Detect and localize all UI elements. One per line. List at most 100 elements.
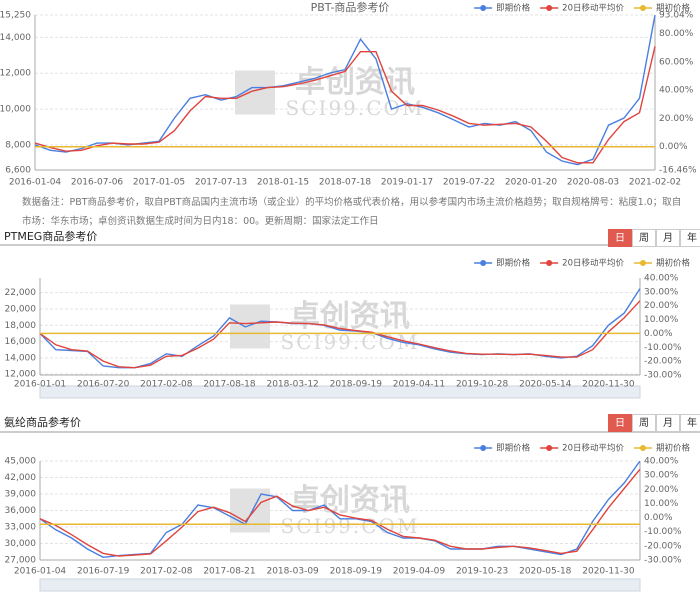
y2-tick-label: 40.00% bbox=[659, 86, 694, 96]
x-tick-label: 2019-07-22 bbox=[443, 178, 495, 188]
legend-icon bbox=[546, 260, 553, 266]
x-tick-label: 2017-07-13 bbox=[195, 178, 247, 188]
y-tick-label: 42,000 bbox=[5, 473, 37, 483]
x-tick-label: 2018-09-19 bbox=[330, 380, 383, 390]
legend-icon bbox=[480, 445, 487, 451]
scrollbar[interactable] bbox=[39, 385, 641, 399]
legend-icon bbox=[546, 5, 553, 11]
y2-tick-label: 30.00% bbox=[644, 471, 679, 481]
x-tick-label: 2019-01-17 bbox=[381, 178, 433, 188]
x-tick-label: 2018-01-15 bbox=[257, 178, 309, 188]
period-button[interactable]: 年 bbox=[680, 414, 700, 432]
period-button[interactable]: 月 bbox=[656, 414, 680, 432]
legend-icon bbox=[546, 445, 553, 451]
legend-label: 20日移动平均价 bbox=[562, 258, 624, 269]
legend-icon bbox=[639, 445, 646, 451]
x-tick-label: 2020-11-30 bbox=[582, 567, 635, 577]
legend-label: 期初价格 bbox=[656, 3, 691, 14]
x-tick-label: 2017-01-05 bbox=[133, 178, 185, 188]
y-tick-label: 14,000 bbox=[5, 353, 37, 363]
x-tick-label: 2018-07-18 bbox=[319, 178, 372, 188]
y-tick-label: 8,000 bbox=[5, 140, 31, 150]
legend-label: 20日移动平均价 bbox=[562, 3, 624, 14]
x-tick-label: 2017-08-21 bbox=[203, 567, 255, 577]
x-tick-label: 2018-03-12 bbox=[266, 380, 318, 390]
y2-tick-label: 0.00% bbox=[644, 329, 673, 339]
period-button[interactable]: 周 bbox=[632, 229, 656, 247]
x-tick-label: 2019-10-28 bbox=[456, 380, 509, 390]
y2-tick-label: -20.00% bbox=[644, 357, 682, 367]
y2-tick-label: 30.00% bbox=[644, 287, 679, 297]
x-tick-label: 2016-01-04 bbox=[14, 567, 67, 577]
x-tick-label: 2019-04-09 bbox=[393, 567, 446, 577]
period-button[interactable]: 年 bbox=[680, 229, 700, 247]
y-tick-label: 12,000 bbox=[0, 69, 31, 79]
x-tick-label: 2021-02-02 bbox=[629, 178, 681, 188]
y2-tick-label: -30.00% bbox=[644, 556, 682, 566]
legend-label: 20日移动平均价 bbox=[562, 443, 624, 454]
y2-tick-label: 10.00% bbox=[644, 315, 679, 325]
y2-tick-label: -16.46% bbox=[659, 166, 697, 176]
legend-label: 即期价格 bbox=[496, 258, 531, 269]
series-line bbox=[39, 468, 641, 557]
x-tick-label: 2017-02-08 bbox=[140, 380, 193, 390]
period-button[interactable]: 日 bbox=[608, 229, 632, 247]
period-button[interactable]: 月 bbox=[656, 229, 680, 247]
watermark-logo bbox=[235, 70, 275, 115]
y-tick-label: 27,000 bbox=[5, 556, 37, 566]
watermark: 卓创资讯 bbox=[295, 65, 415, 100]
y-tick-label: 16,000 bbox=[5, 337, 37, 347]
legend-label: 即期价格 bbox=[496, 3, 531, 14]
x-tick-label: 2020-05-18 bbox=[519, 567, 572, 577]
x-tick-label: 2016-07-20 bbox=[77, 380, 130, 390]
legend-label: 期初价格 bbox=[656, 443, 691, 454]
watermark: SCI99.COM bbox=[286, 96, 425, 120]
x-tick-label: 2018-03-09 bbox=[266, 567, 319, 577]
x-tick-label: 2016-01-04 bbox=[9, 178, 62, 188]
scrollbar[interactable] bbox=[39, 578, 641, 592]
y2-tick-label: -10.00% bbox=[644, 343, 682, 353]
x-tick-label: 2020-11-30 bbox=[582, 380, 635, 390]
y-tick-label: 18,000 bbox=[5, 321, 37, 331]
y-tick-label: 33,000 bbox=[5, 523, 37, 533]
y-tick-label: 39,000 bbox=[5, 490, 37, 500]
y2-tick-label: 80.00% bbox=[659, 29, 694, 39]
period-button[interactable]: 日 bbox=[608, 414, 632, 432]
legend-icon bbox=[480, 260, 487, 266]
y2-tick-label: 20.00% bbox=[659, 114, 694, 124]
chart-title: PTMEG商品参考价 bbox=[4, 230, 98, 243]
y2-tick-label: 0.00% bbox=[644, 513, 673, 523]
y-tick-label: 36,000 bbox=[5, 506, 37, 516]
watermark: 卓创资讯 bbox=[290, 299, 410, 334]
chart-title: 氨纶商品参考价 bbox=[4, 416, 81, 429]
y2-tick-label: -10.00% bbox=[644, 527, 682, 537]
legend-icon bbox=[639, 260, 646, 266]
y-tick-label: 30,000 bbox=[5, 539, 37, 549]
y2-tick-label: -20.00% bbox=[644, 541, 682, 551]
y2-tick-label: -30.00% bbox=[644, 371, 682, 381]
y2-tick-label: 60.00% bbox=[659, 57, 694, 67]
series-line bbox=[39, 300, 641, 369]
x-tick-label: 2016-01-01 bbox=[14, 380, 66, 390]
legend-label: 期初价格 bbox=[656, 258, 691, 269]
x-tick-label: 2020-08-03 bbox=[567, 178, 619, 188]
y2-tick-label: 40.00% bbox=[644, 274, 679, 284]
y-tick-label: 10,000 bbox=[0, 105, 31, 115]
x-tick-label: 2019-10-23 bbox=[456, 567, 508, 577]
y-tick-label: 12,000 bbox=[5, 370, 37, 380]
y2-tick-label: 40.00% bbox=[644, 457, 679, 467]
y2-tick-label: 20.00% bbox=[644, 485, 679, 495]
y2-tick-label: 20.00% bbox=[644, 301, 679, 311]
x-tick-label: 2020-01-20 bbox=[505, 178, 558, 188]
y-tick-label: 22,000 bbox=[5, 288, 37, 298]
y-tick-label: 15,250 bbox=[0, 11, 31, 21]
x-tick-label: 2017-08-18 bbox=[203, 380, 256, 390]
y2-tick-label: 0.00% bbox=[659, 142, 688, 152]
chart-title: PBT-商品参考价 bbox=[311, 0, 390, 14]
y-tick-label: 14,000 bbox=[0, 33, 31, 43]
x-tick-label: 2017-02-08 bbox=[140, 567, 193, 577]
period-button[interactable]: 周 bbox=[632, 414, 656, 432]
x-tick-label: 2018-09-19 bbox=[330, 567, 383, 577]
